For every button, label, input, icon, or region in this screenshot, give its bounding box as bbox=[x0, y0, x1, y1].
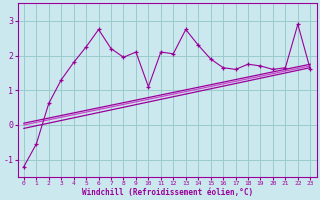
X-axis label: Windchill (Refroidissement éolien,°C): Windchill (Refroidissement éolien,°C) bbox=[82, 188, 253, 197]
